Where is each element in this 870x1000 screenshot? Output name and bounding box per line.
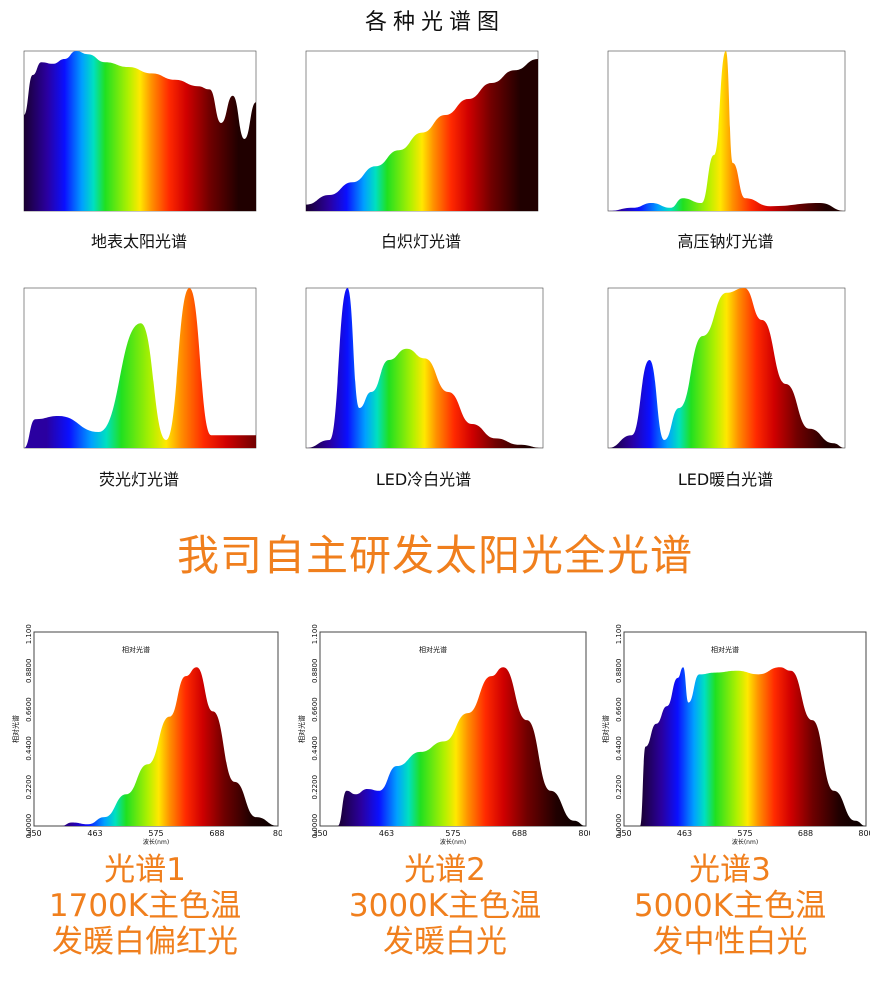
y-axis-label: 相对光谱: [11, 715, 20, 743]
spectrum-area: [608, 288, 845, 448]
x-tick-label: 688: [512, 829, 527, 838]
spectrum-area: [608, 51, 845, 211]
caption-spectrum-2: 光谱2 3000K主色温 发暖白光: [300, 852, 590, 960]
y-tick-label: 0.4400: [311, 736, 319, 761]
chart-led-warm: [607, 287, 846, 449]
chart-incandescent-title: 白炽灯光谱: [380, 232, 461, 251]
caption-1-line-2: 1700K主色温: [48, 888, 242, 924]
chart-sodium: [607, 50, 846, 212]
x-tick-label: 688: [209, 829, 224, 838]
spectrum-area: [24, 51, 256, 211]
spectrum-area: [320, 667, 586, 826]
chart-spectrum-2: 0.0000 0.2200 0.4400 0.6600 0.8800 1.1000 350 4…: [297, 624, 590, 846]
x-tick-label: 575: [445, 829, 460, 838]
y-tick-label: 0.8800: [311, 659, 319, 684]
chart-led-cool-title: LED冷白光谱: [375, 470, 472, 489]
y-tick-label: 0.4400: [615, 736, 623, 761]
y-tick-label: 1.1000: [615, 624, 623, 644]
x-tick-label: 575: [148, 829, 163, 838]
x-tick-label: 463: [677, 829, 692, 838]
y-tick-label: 0.0000: [615, 814, 623, 839]
y-axis-label: 相对光谱: [297, 715, 306, 743]
slogan: 我司自主研发太阳光全光谱: [176, 531, 693, 580]
chart-sodium-title: 高压钠灯光谱: [677, 232, 774, 251]
caption-2-line-1: 光谱2: [404, 852, 486, 888]
y-tick-label: 1.1000: [25, 624, 33, 644]
caption-3-line-1: 光谱3: [689, 852, 771, 888]
chart-title: 相对光谱: [711, 645, 739, 654]
x-axis-label: 波长(nm): [732, 838, 758, 846]
spectrum-area: [306, 288, 543, 448]
chart-spectrum-1: 0.0000 0.2200 0.4400 0.6600 0.8800 1.1000 350 4…: [11, 624, 282, 846]
chart-led-cool: [305, 287, 544, 449]
x-tick-label: 350: [312, 829, 327, 838]
y-tick-label: 0.8800: [615, 659, 623, 684]
y-tick-label: 0.4400: [25, 736, 33, 761]
spectrum-area: [24, 288, 256, 448]
x-tick-label: 800: [578, 829, 590, 838]
y-tick-label: 0.0000: [311, 814, 319, 839]
caption-3-line-3: 发中性白光: [652, 924, 808, 960]
x-tick-label: 350: [616, 829, 631, 838]
y-axis-label: 相对光谱: [601, 715, 610, 743]
y-tick-label: 0.8800: [25, 659, 33, 684]
x-tick-label: 463: [87, 829, 102, 838]
spectrum-area: [34, 667, 278, 826]
chart-title: 相对光谱: [122, 645, 150, 654]
x-tick-label: 800: [858, 829, 870, 838]
page-title: 各种光谱图: [364, 10, 505, 35]
caption-2-line-2: 3000K主色温: [348, 888, 542, 924]
chart-incandescent: [305, 50, 539, 212]
y-tick-label: 0.2200: [311, 775, 319, 800]
x-axis-label: 波长(nm): [440, 838, 466, 846]
x-tick-label: 575: [737, 829, 752, 838]
chart-spectrum-3: 0.0000 0.2200 0.4400 0.6600 0.8800 1.1000 350 4…: [601, 624, 870, 846]
y-tick-label: 0.6600: [615, 697, 623, 722]
x-tick-label: 688: [798, 829, 813, 838]
y-tick-label: 0.6600: [311, 697, 319, 722]
chart-fluorescent: [23, 287, 257, 449]
y-tick-label: 0.2200: [615, 775, 623, 800]
chart-title: 相对光谱: [419, 645, 447, 654]
x-tick-label: 350: [26, 829, 41, 838]
caption-1-line-1: 光谱1: [104, 852, 186, 888]
y-tick-label: 0.6600: [25, 697, 33, 722]
chart-led-warm-title: LED暖白光谱: [677, 470, 774, 489]
x-tick-label: 80: [273, 829, 282, 838]
y-tick-label: 1.1000: [311, 624, 319, 644]
caption-spectrum-3: 光谱3 5000K主色温 发中性白光: [590, 852, 870, 960]
spectrum-area: [306, 59, 538, 211]
x-axis-label: 波长(nm): [143, 838, 169, 846]
x-tick-label: 463: [379, 829, 394, 838]
chart-sun-title: 地表太阳光谱: [90, 232, 187, 251]
y-tick-label: 0.0000: [25, 814, 33, 839]
caption-2-line-3: 发暖白光: [383, 924, 507, 960]
caption-1-line-3: 发暖白偏红光: [52, 924, 238, 960]
caption-3-line-2: 5000K主色温: [633, 888, 827, 924]
spectrum-area: [624, 667, 866, 826]
y-tick-label: 0.2200: [25, 775, 33, 800]
chart-fluorescent-title: 荧光灯光谱: [98, 470, 179, 489]
chart-sun: [23, 50, 257, 212]
caption-spectrum-1: 光谱1 1700K主色温 发暖白偏红光: [0, 852, 290, 960]
